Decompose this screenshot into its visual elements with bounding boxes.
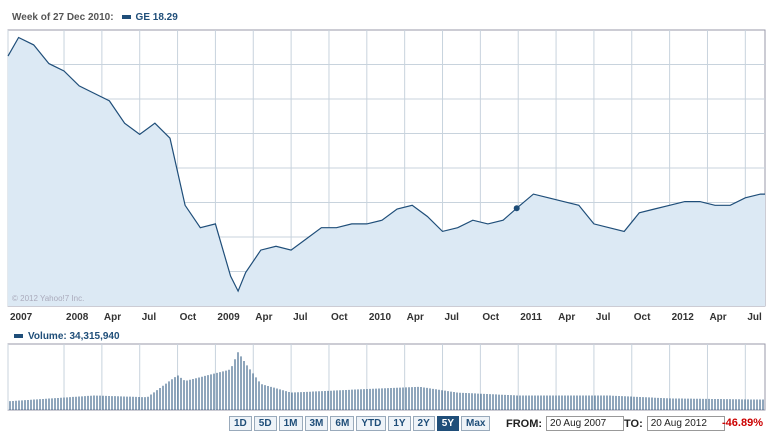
x-tick-label: Jul bbox=[747, 312, 762, 323]
x-tick-label: 2009 bbox=[217, 312, 240, 323]
x-tick-label: Jul bbox=[596, 312, 611, 323]
percent-change: -46.89% bbox=[722, 417, 763, 429]
highlight-point[interactable] bbox=[513, 205, 520, 212]
x-tick-label: Jul bbox=[445, 312, 460, 323]
chart-legend: Week of 27 Dec 2010: GE 18.29 bbox=[0, 8, 178, 26]
x-tick-label: 2012 bbox=[672, 312, 695, 323]
from-label: FROM: bbox=[506, 417, 543, 430]
x-tick-label: Apr bbox=[104, 312, 121, 323]
from-control: FROM: 20 Aug 2007 bbox=[506, 416, 625, 431]
x-tick-label: 2008 bbox=[66, 312, 89, 323]
x-tick-label: Oct bbox=[634, 312, 651, 323]
legend-swatch bbox=[121, 15, 131, 19]
volume-frame bbox=[7, 343, 766, 411]
range-button-ytd[interactable]: YTD bbox=[356, 416, 387, 431]
x-tick-label: 2010 bbox=[369, 312, 392, 323]
x-tick-label: Oct bbox=[180, 312, 197, 323]
x-axis-labels: 2007 2008 Apr Jul Oct 2009 Apr Jul Oct 2010 Apr Jul… bbox=[10, 312, 762, 323]
x-tick-label: Apr bbox=[709, 312, 726, 323]
x-tick-label: Oct bbox=[482, 312, 499, 323]
volume-gridlines bbox=[7, 343, 766, 411]
x-tick-label: Apr bbox=[407, 312, 424, 323]
volume-legend: Volume: 34,315,940 bbox=[0, 329, 120, 343]
range-button-1m[interactable]: 1M bbox=[278, 416, 303, 431]
chart-watermark: © 2012 Yahoo!7 Inc. bbox=[12, 294, 85, 303]
volume-swatch bbox=[14, 334, 23, 338]
x-tick-label: Oct bbox=[331, 312, 348, 323]
to-control: TO: 20 Aug 2012 bbox=[624, 416, 725, 431]
price-line bbox=[7, 36, 765, 293]
legend-ticker-value: GE 18.29 bbox=[135, 11, 178, 23]
legend-week: Week of 27 Dec 2010: bbox=[12, 11, 114, 23]
x-tick-label: Jul bbox=[142, 312, 157, 323]
x-tick-label: Apr bbox=[255, 312, 272, 323]
x-tick-label: Jul bbox=[293, 312, 308, 323]
x-tick-label: Apr bbox=[558, 312, 575, 323]
to-label: TO: bbox=[624, 417, 643, 430]
range-button-3m[interactable]: 3M bbox=[304, 416, 329, 431]
x-tick-label: 2011 bbox=[520, 312, 542, 323]
range-button-5d[interactable]: 5D bbox=[253, 416, 277, 431]
price-area bbox=[8, 37, 765, 306]
range-button-1d[interactable]: 1D bbox=[229, 416, 252, 431]
from-date-input[interactable]: 20 Aug 2007 bbox=[546, 416, 625, 431]
volume-bars bbox=[9, 352, 764, 410]
range-button-1y[interactable]: 1Y bbox=[388, 416, 411, 431]
range-button-2y[interactable]: 2Y bbox=[412, 416, 435, 431]
range-button-6m[interactable]: 6M bbox=[330, 416, 355, 431]
range-button-5y[interactable]: 5Y bbox=[436, 416, 460, 431]
range-button-max[interactable]: Max bbox=[461, 416, 491, 431]
volume-label: Volume: 34,315,940 bbox=[28, 330, 120, 342]
to-date-input[interactable]: 20 Aug 2012 bbox=[646, 416, 725, 431]
range-buttons: 1D 5D 1M 3M 6M YTD 1Y 2Y 5Y Max bbox=[229, 416, 492, 431]
x-tick-label: 2007 bbox=[10, 312, 33, 323]
